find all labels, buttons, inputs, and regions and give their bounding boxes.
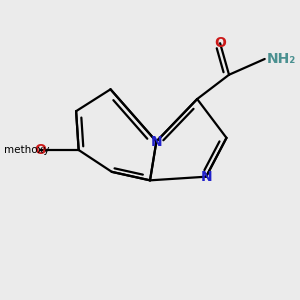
Text: methoxy: methoxy — [4, 145, 49, 155]
Text: N: N — [151, 134, 162, 148]
Text: N: N — [200, 170, 212, 184]
Text: O: O — [214, 36, 226, 50]
Text: O: O — [34, 143, 46, 157]
Text: NH₂: NH₂ — [267, 52, 296, 66]
